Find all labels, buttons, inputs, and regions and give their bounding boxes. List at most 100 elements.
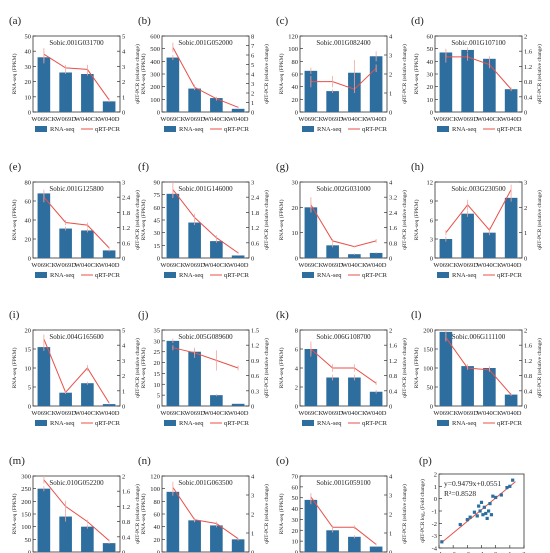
legend-bar-swatch — [35, 420, 47, 426]
ytick-right-label: 4 — [389, 180, 393, 187]
bar-W040D — [102, 543, 116, 552]
xtick-label: W040D — [366, 116, 387, 123]
panel-label: (h) — [411, 161, 424, 173]
bar-W040CK — [81, 230, 94, 258]
bar-W040CK — [210, 395, 223, 406]
ytick-left-label: 0 — [295, 404, 298, 411]
ylabel-right: qRT-PCR (relative change) — [401, 44, 408, 104]
xtick-label: W040CK — [342, 410, 367, 417]
xtick-label: W040CK — [75, 116, 100, 123]
ytick-left-label: 60 — [154, 205, 161, 212]
panel-g: (g) 0 10 20 30 0 0.8 1.6 2.4 3.2 4 W069CKW069DW040C… — [276, 161, 408, 279]
ytick-left-label: 0 — [295, 256, 298, 263]
xtick-label: W069D — [322, 410, 343, 417]
qrtpcr-line — [310, 348, 377, 384]
qrtpcr-line — [172, 487, 239, 540]
ytick-left-label: 80 — [292, 59, 299, 66]
legend-bar-label: RNA-seq — [50, 126, 75, 133]
bar-W069CK — [37, 57, 51, 112]
ytick-right-label: 2 — [122, 79, 125, 86]
xtick-label: W069CK — [433, 262, 458, 269]
legend-line-label: qRT-PCR — [362, 126, 388, 133]
ytick-right-label: 1.6 — [389, 225, 398, 232]
gene-title: Sobic.001G146000 — [178, 185, 233, 193]
scatter-point — [475, 514, 479, 518]
gene-title: Sobic.006G108700 — [316, 333, 371, 341]
bar-W040CK — [81, 526, 94, 552]
ylabel-left: RNA-seq (FPKM) — [140, 199, 147, 240]
bar-W040CK — [210, 98, 223, 112]
bar-W069D — [326, 530, 339, 552]
ytick-left-label: 10 — [427, 97, 434, 104]
legend-bar-swatch — [164, 420, 176, 426]
panel-j: (j)0510152025303500.30.60.91.21.5W069CKW… — [138, 309, 270, 427]
ytick-right-label: 3 — [251, 180, 254, 187]
qrtpcr-line — [310, 204, 377, 248]
ytick-right-label: 1.2 — [251, 343, 259, 350]
xtick-label: W069CK — [31, 262, 56, 269]
ytick-right-label: 4 — [122, 49, 126, 56]
ytick-right-label: 2.4 — [251, 195, 260, 202]
scatter-point — [488, 502, 492, 506]
ytick-left-label: 60 — [25, 199, 32, 206]
ylabel-right: qRT-PCR (relative change) — [134, 484, 141, 544]
ytick-left-label: 0 — [28, 550, 31, 553]
xtick-label: W040CK — [75, 410, 100, 417]
xtick-label: W069D — [457, 116, 478, 123]
ytick-right-label: 2 — [389, 72, 392, 79]
ytick-right-label: 2 — [524, 205, 527, 212]
gene-title: Sobic.001G107100 — [451, 39, 506, 47]
ylabel-right: qRT-PCR (relative change) — [263, 484, 270, 544]
ytick-right-label: 3 — [389, 493, 392, 500]
ytick-right-label: 1.2 — [122, 504, 130, 511]
ytick-right-label: 5 — [122, 328, 125, 335]
ytick-right-label: 8 — [251, 34, 254, 41]
legend-bar-label: RNA-seq — [50, 272, 75, 279]
bar-W069D — [59, 516, 72, 552]
bar-W040CK — [348, 254, 361, 258]
legend-bar-swatch — [302, 126, 314, 132]
panel-k: (k) 0 2 4 6 8 0 0.4 0.8 1.2 1.6 2 W069CKW069DW040CKW… — [276, 309, 408, 427]
panel-label: (o) — [276, 455, 289, 467]
ytick-left-label: 0 — [28, 404, 31, 411]
plot-frame — [32, 35, 121, 113]
ytick-right-label: 2.4 — [122, 195, 131, 202]
ytick-left-label: 2 — [295, 385, 298, 392]
ytick-right-label: 5 — [122, 34, 125, 41]
ytick-left-label: 30 — [154, 338, 161, 345]
ytick-left-label: 20 — [292, 97, 299, 104]
ytick-right-label: 0 — [122, 110, 125, 117]
scatter-point — [499, 493, 503, 497]
legend-bar-swatch — [437, 126, 449, 132]
scatter-point — [489, 513, 494, 517]
ytick-right-label: 3 — [251, 81, 254, 88]
legend-line-label: qRT-PCR — [362, 420, 388, 427]
ytick-right-label: 0 — [251, 110, 254, 117]
ytick-left-label: 100 — [150, 97, 160, 104]
ytick-right-label: 0.6 — [122, 240, 131, 247]
ytick-label: 1 — [434, 484, 437, 491]
panel-o: (o)01020304050607001234W069CKW069DW040CK… — [276, 455, 408, 553]
xtick-label: W040D — [228, 410, 249, 417]
ytick-left-label: 20 — [25, 328, 32, 335]
bar-W040D — [231, 539, 245, 552]
panel-b: (b) 0 100 200 300 400 500 600 0 1 2 3 4 5 6 7 8 W069CKW06… — [138, 15, 270, 133]
ytick-left-label: 0 — [295, 110, 298, 117]
bar-W040CK — [210, 525, 223, 552]
qrtpcr-line — [445, 56, 512, 90]
ytick-left-label: 30 — [292, 517, 299, 524]
ytick-left-label: 100 — [150, 486, 160, 493]
ytick-left-label: 60 — [292, 72, 299, 79]
ytick-right-label: 1 — [524, 230, 527, 237]
legend-line-label: qRT-PCR — [95, 126, 121, 133]
legend-line-label: qRT-PCR — [224, 420, 250, 427]
scatter-point — [478, 509, 482, 513]
ytick-right-label: 4 — [251, 72, 255, 79]
ytick-left-label: 10 — [292, 539, 299, 546]
panel-m: (m)05010015020025030000.40.81.21.62W069C… — [9, 455, 141, 553]
xtick-label: W069CK — [160, 410, 185, 417]
ytick-right-label: 5 — [251, 62, 254, 69]
ytick-label: 0 — [434, 496, 437, 503]
ytick-left-label: 8 — [295, 328, 298, 335]
ytick-left-label: 200 — [150, 84, 160, 91]
